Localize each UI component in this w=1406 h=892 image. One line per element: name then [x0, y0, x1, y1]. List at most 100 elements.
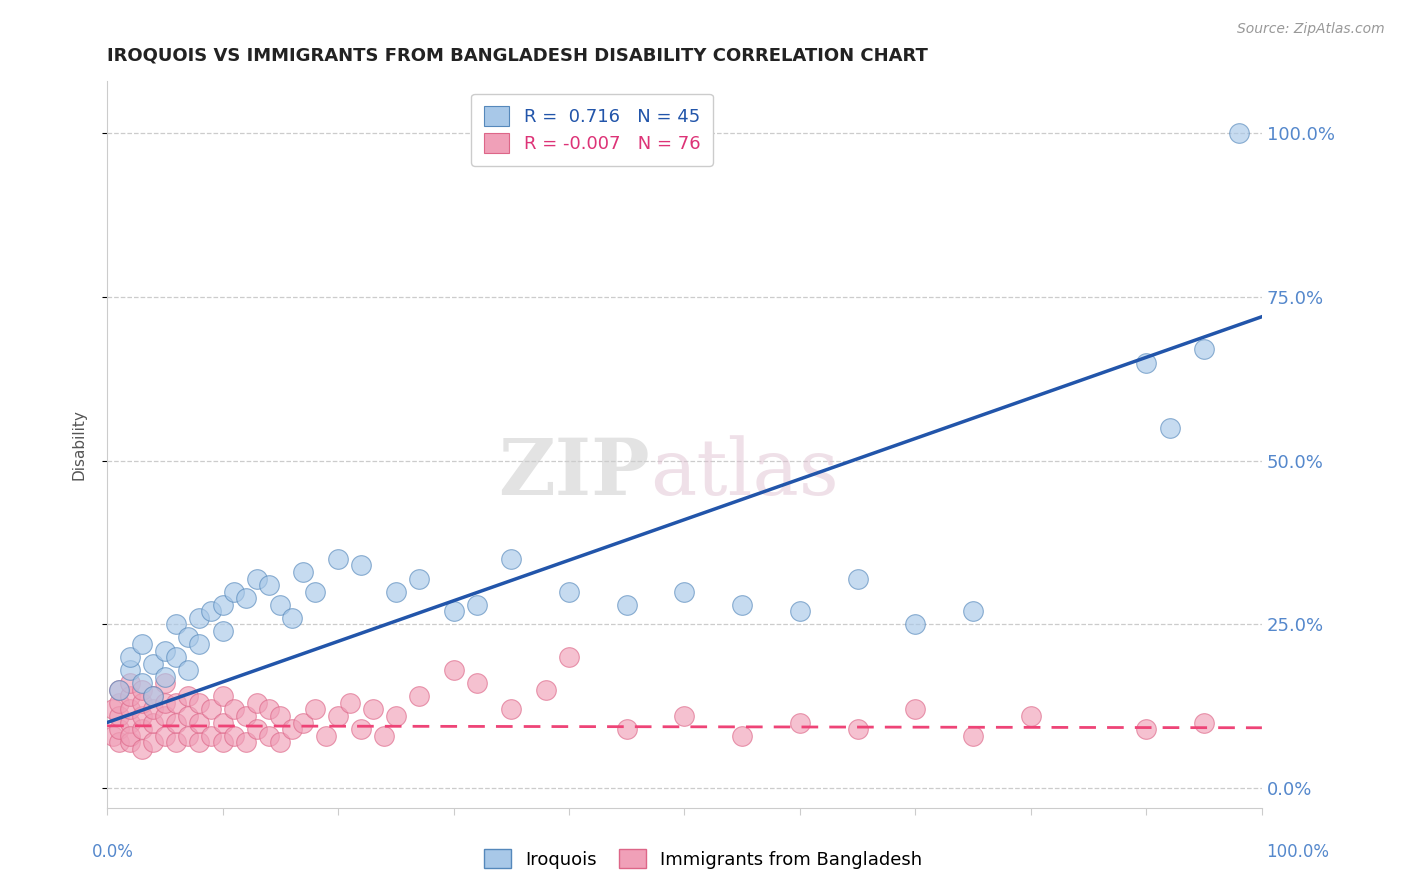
Point — [731, 729, 754, 743]
Point — [292, 565, 315, 579]
Point — [789, 604, 811, 618]
Point — [107, 682, 129, 697]
Point — [120, 663, 142, 677]
Point — [142, 690, 165, 704]
Point — [269, 709, 291, 723]
Point — [257, 702, 280, 716]
Point — [1192, 715, 1215, 730]
Point — [131, 722, 153, 736]
Point — [235, 735, 257, 749]
Point — [165, 696, 187, 710]
Point — [188, 611, 211, 625]
Point — [1135, 722, 1157, 736]
Point — [177, 631, 200, 645]
Point — [616, 598, 638, 612]
Point — [165, 715, 187, 730]
Point — [257, 729, 280, 743]
Point — [120, 676, 142, 690]
Point — [1159, 421, 1181, 435]
Point — [465, 676, 488, 690]
Point — [846, 572, 869, 586]
Text: atlas: atlas — [650, 435, 838, 511]
Point — [408, 690, 430, 704]
Point — [153, 670, 176, 684]
Point — [131, 696, 153, 710]
Point — [211, 624, 233, 638]
Point — [257, 578, 280, 592]
Point — [131, 709, 153, 723]
Point — [200, 729, 222, 743]
Point — [673, 709, 696, 723]
Point — [142, 690, 165, 704]
Point — [107, 682, 129, 697]
Point — [443, 604, 465, 618]
Point — [120, 729, 142, 743]
Point — [384, 709, 406, 723]
Point — [246, 696, 269, 710]
Point — [501, 552, 523, 566]
Point — [224, 702, 246, 716]
Point — [292, 715, 315, 730]
Point — [131, 741, 153, 756]
Point — [304, 584, 326, 599]
Point — [165, 650, 187, 665]
Point — [131, 637, 153, 651]
Point — [534, 682, 557, 697]
Point — [200, 604, 222, 618]
Point — [373, 729, 395, 743]
Text: 0.0%: 0.0% — [91, 843, 134, 861]
Point — [904, 702, 927, 716]
Point — [188, 696, 211, 710]
Point — [107, 722, 129, 736]
Point — [142, 735, 165, 749]
Point — [235, 591, 257, 606]
Point — [188, 735, 211, 749]
Point — [1135, 355, 1157, 369]
Point — [131, 676, 153, 690]
Point — [200, 702, 222, 716]
Point — [1019, 709, 1042, 723]
Point — [153, 643, 176, 657]
Point — [101, 702, 124, 716]
Point — [177, 663, 200, 677]
Point — [165, 735, 187, 749]
Point — [558, 584, 581, 599]
Point — [304, 702, 326, 716]
Text: Source: ZipAtlas.com: Source: ZipAtlas.com — [1237, 22, 1385, 37]
Point — [101, 729, 124, 743]
Point — [177, 690, 200, 704]
Legend: R =  0.716   N = 45, R = -0.007   N = 76: R = 0.716 N = 45, R = -0.007 N = 76 — [471, 94, 713, 166]
Text: IROQUOIS VS IMMIGRANTS FROM BANGLADESH DISABILITY CORRELATION CHART: IROQUOIS VS IMMIGRANTS FROM BANGLADESH D… — [107, 46, 928, 64]
Point — [246, 722, 269, 736]
Point — [269, 598, 291, 612]
Point — [408, 572, 430, 586]
Point — [177, 729, 200, 743]
Point — [107, 735, 129, 749]
Point — [211, 598, 233, 612]
Point — [789, 715, 811, 730]
Point — [1192, 343, 1215, 357]
Point — [107, 696, 129, 710]
Point — [326, 552, 349, 566]
Point — [211, 690, 233, 704]
Point — [281, 611, 304, 625]
Point — [120, 735, 142, 749]
Point — [350, 722, 373, 736]
Text: ZIP: ZIP — [498, 435, 650, 511]
Point — [177, 709, 200, 723]
Legend: Iroquois, Immigrants from Bangladesh: Iroquois, Immigrants from Bangladesh — [477, 841, 929, 876]
Point — [142, 715, 165, 730]
Point — [235, 709, 257, 723]
Point — [188, 637, 211, 651]
Point — [904, 617, 927, 632]
Point — [142, 657, 165, 671]
Point — [211, 735, 233, 749]
Point — [120, 715, 142, 730]
Point — [1227, 127, 1250, 141]
Point — [153, 696, 176, 710]
Y-axis label: Disability: Disability — [72, 409, 86, 480]
Point — [846, 722, 869, 736]
Point — [616, 722, 638, 736]
Point — [558, 650, 581, 665]
Point — [339, 696, 361, 710]
